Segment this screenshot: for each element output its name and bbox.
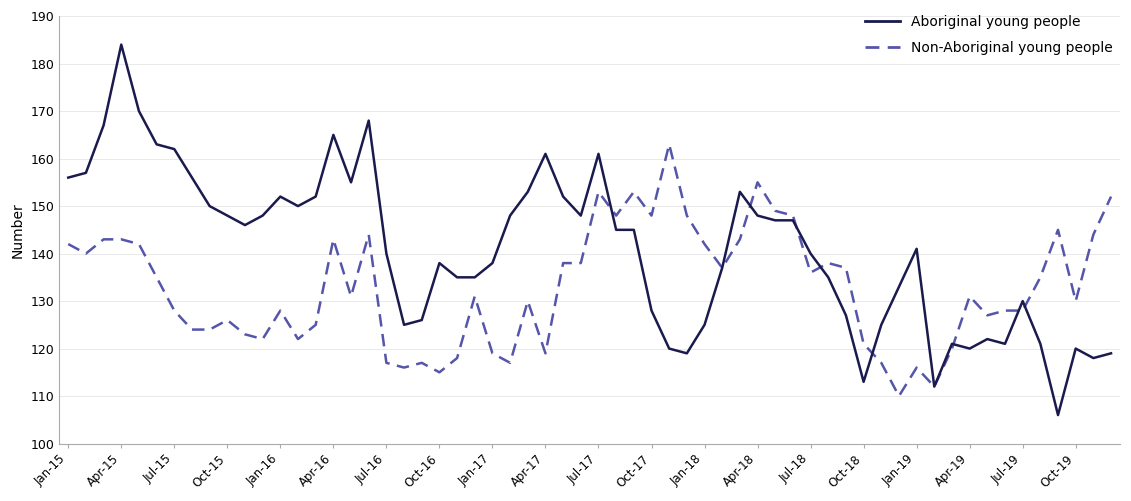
Aboriginal young people xyxy=(1051,412,1064,418)
Non-Aboriginal young people xyxy=(892,393,906,399)
Non-Aboriginal young people xyxy=(397,365,411,371)
Aboriginal young people xyxy=(1104,350,1117,356)
Line: Aboriginal young people: Aboriginal young people xyxy=(68,45,1111,415)
Y-axis label: Number: Number xyxy=(11,202,25,258)
Non-Aboriginal young people xyxy=(1104,193,1117,199)
Aboriginal young people xyxy=(256,212,269,218)
Aboriginal young people xyxy=(344,179,357,185)
Non-Aboriginal young people xyxy=(733,236,746,242)
Aboriginal young people xyxy=(733,189,746,195)
Aboriginal young people xyxy=(433,260,447,266)
Aboriginal young people xyxy=(415,317,429,323)
Non-Aboriginal young people xyxy=(362,231,375,237)
Aboriginal young people xyxy=(114,42,128,48)
Line: Non-Aboriginal young people: Non-Aboriginal young people xyxy=(68,144,1111,396)
Aboriginal young people xyxy=(61,174,75,180)
Non-Aboriginal young people xyxy=(415,360,429,366)
Aboriginal young people xyxy=(380,250,394,257)
Non-Aboriginal young people xyxy=(61,241,75,247)
Non-Aboriginal young people xyxy=(239,331,252,337)
Non-Aboriginal young people xyxy=(663,141,676,147)
Non-Aboriginal young people xyxy=(327,236,340,242)
Legend: Aboriginal young people, Non-Aboriginal young people: Aboriginal young people, Non-Aboriginal … xyxy=(865,15,1113,55)
